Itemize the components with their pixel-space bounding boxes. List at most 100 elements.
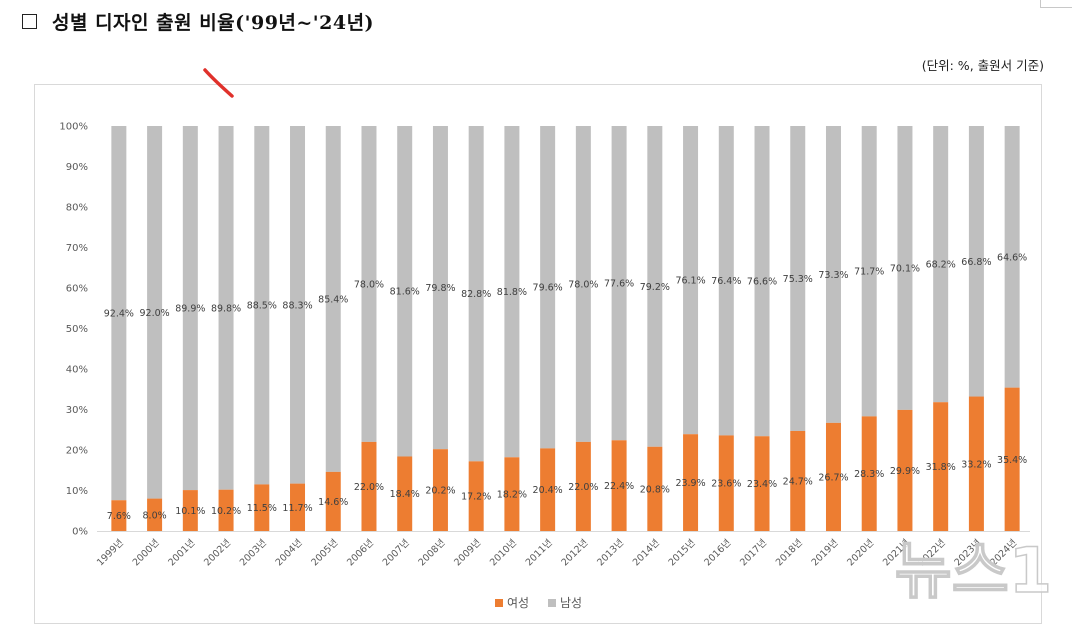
x-tick-label: 1999년 [95,537,126,568]
data-label-female: 8.0% [143,510,167,521]
bar-male [468,126,484,462]
legend-label-female: 여성 [507,596,529,610]
data-label-female: 31.8% [926,462,956,473]
bar-female [933,402,949,531]
y-tick-label: 100% [59,122,88,133]
data-label-male: 76.1% [675,276,705,287]
y-tick-label: 30% [66,405,88,416]
data-label-male: 81.6% [390,287,420,298]
y-tick-label: 70% [66,243,88,254]
checkbox-icon[interactable] [22,13,37,29]
x-tick-label: 2020년 [845,537,876,568]
bar-male [540,126,556,449]
data-label-male: 81.8% [497,287,527,298]
bar-male [575,126,591,442]
data-label-female: 26.7% [818,472,848,483]
bar-male [718,126,734,436]
data-label-male: 82.8% [461,289,491,300]
bar-male [325,126,341,472]
y-tick-label: 50% [66,324,88,335]
y-tick-label: 80% [66,203,88,214]
data-label-male: 71.7% [854,267,884,278]
data-label-female: 18.4% [390,489,420,500]
data-label-male: 88.5% [247,301,277,312]
bar-female [611,440,627,531]
bar-female [683,434,699,531]
unit-note: (단위: %, 출원서 기준) [921,58,1044,73]
x-tick-label: 2014년 [631,537,662,568]
data-label-male: 66.8% [961,257,991,268]
data-label-female: 24.7% [783,476,813,487]
x-tick-label: 2012년 [559,537,590,568]
data-label-male: 68.2% [926,260,956,271]
legend-swatch-male [548,599,556,607]
bar-male [361,126,377,442]
y-tick-label: 60% [66,284,88,295]
bar-female [718,435,734,531]
data-label-female: 20.2% [425,486,455,497]
bar-male [147,126,163,499]
bar-female [897,409,913,531]
data-label-female: 35.4% [997,455,1027,466]
legend-label-male: 남성 [560,596,582,610]
data-label-male: 76.6% [747,277,777,288]
data-label-female: 23.6% [711,479,741,490]
bar-male [825,126,841,423]
data-label-female: 23.9% [675,478,705,489]
data-label-female: 20.4% [533,485,563,496]
bar-male [861,126,877,417]
data-label-female: 10.1% [175,506,205,517]
data-label-male: 64.6% [997,252,1027,263]
bar-male [790,126,806,431]
data-label-male: 75.3% [783,274,813,285]
x-tick-label: 2009년 [452,537,483,568]
bar-female [397,456,413,531]
data-label-male: 77.6% [604,279,634,290]
data-label-male: 89.9% [175,304,205,315]
data-label-female: 18.2% [497,490,527,501]
data-label-female: 29.9% [890,466,920,477]
bar-female [361,441,377,531]
data-label-female: 22.0% [354,482,384,493]
bar-male [182,126,198,491]
data-label-female: 11.7% [282,503,312,514]
bar-male [397,126,413,457]
x-tick-label: 2016년 [702,537,733,568]
data-label-female: 28.3% [854,469,884,480]
data-label-male: 88.3% [282,300,312,311]
bar-female [218,489,234,531]
x-tick-label: 2006년 [345,537,376,568]
data-label-male: 79.8% [425,283,455,294]
data-label-male: 92.0% [140,308,170,319]
x-tick-label: 2008년 [417,537,448,568]
x-tick-label: 2002년 [202,537,233,568]
data-label-male: 79.6% [533,283,563,294]
bar-male [218,126,234,490]
data-label-male: 78.0% [354,279,384,290]
x-tick-label: 2000년 [131,537,162,568]
data-label-male: 92.4% [104,309,134,320]
data-label-male: 70.1% [890,263,920,274]
bar-male [432,126,448,450]
legend-swatch-female [495,599,503,607]
bar-female [182,490,198,531]
bar-female [290,483,306,531]
bar-female [540,448,556,531]
x-tick-label: 2003년 [238,537,269,568]
bar-male [647,126,663,447]
x-tick-label: 2013년 [595,537,626,568]
y-tick-label: 90% [66,162,88,173]
x-tick-label: 2001년 [166,537,197,568]
bar-male [254,126,270,485]
bar-male [111,126,127,501]
bar-female [575,441,591,531]
x-tick-label: 2010년 [488,537,519,568]
bar-male [754,126,770,437]
bar-female [432,449,448,531]
x-tick-label: 2015년 [667,537,698,568]
bar-male [504,126,520,458]
bar-female [861,416,877,531]
bar-female [1004,387,1020,531]
data-label-male: 78.0% [568,279,598,290]
